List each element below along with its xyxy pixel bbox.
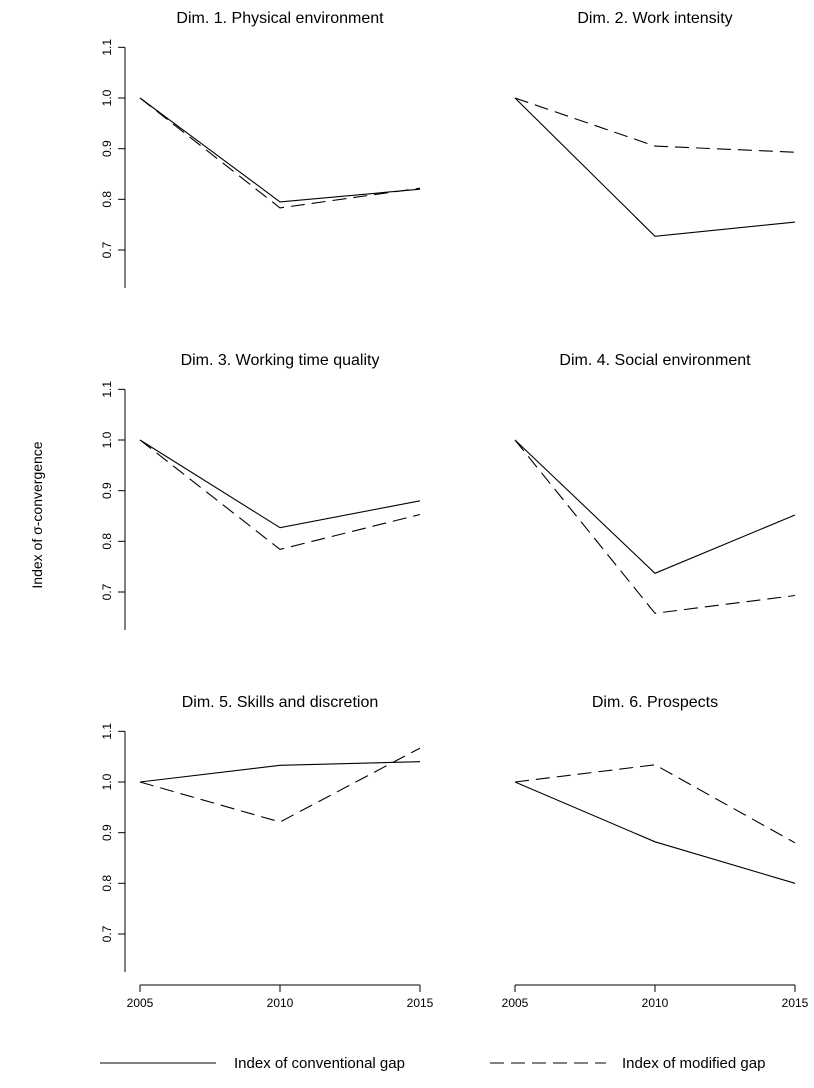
series-line-modified-gap xyxy=(139,439,421,550)
series-line-conventional-gap xyxy=(514,97,796,237)
panel-title: Dim. 5. Skills and discretion xyxy=(182,694,379,711)
series-line-modified-gap xyxy=(514,439,796,614)
y-tick-label: 1.1 xyxy=(100,723,114,740)
series-line-conventional-gap xyxy=(139,439,421,529)
x-tick-label: 2010 xyxy=(642,996,669,1010)
series-line-conventional-gap xyxy=(139,97,421,203)
panel-title: Dim. 4. Social environment xyxy=(559,352,751,369)
x-tick-label: 2005 xyxy=(127,996,154,1010)
y-tick-label: 0.7 xyxy=(100,241,114,258)
y-tick-label: 0.8 xyxy=(100,533,114,550)
panel-1: Dim. 1. Physical environment 0.7 0.8 0.9 1.0… xyxy=(100,10,421,288)
panel-2: Dim. 2. Work intensity xyxy=(514,10,796,237)
series-line-conventional-gap xyxy=(514,439,796,574)
series-line-modified-gap xyxy=(514,97,796,153)
panel-title: Dim. 6. Prospects xyxy=(592,694,718,711)
series-line-modified-gap xyxy=(139,747,421,823)
panel-4: Dim. 4. Social environment xyxy=(514,352,796,614)
series-line-conventional-gap xyxy=(514,781,796,884)
y-tick-label: 0.9 xyxy=(100,140,114,157)
panel-title: Dim. 2. Work intensity xyxy=(577,10,732,27)
x-tick-label: 2015 xyxy=(782,996,809,1010)
y-tick-label: 1.1 xyxy=(100,381,114,398)
y-tick-label: 0.8 xyxy=(100,191,114,208)
y-tick-label: 0.7 xyxy=(100,925,114,942)
legend: Index of conventional gap Index of modif… xyxy=(100,1055,765,1072)
y-tick-label: 0.9 xyxy=(100,482,114,499)
y-axis-label: Index of σ-convergence xyxy=(29,441,45,588)
panel-6: Dim. 6. Prospects 2005 2010 2015 xyxy=(502,694,809,1010)
legend-label-modified: Index of modified gap xyxy=(622,1055,765,1072)
legend-label-conventional: Index of conventional gap xyxy=(234,1055,405,1072)
y-tick-label: 1.0 xyxy=(100,773,114,790)
panel-title: Dim. 3. Working time quality xyxy=(181,352,380,369)
y-tick-label: 0.7 xyxy=(100,583,114,600)
x-tick-label: 2015 xyxy=(407,996,434,1010)
x-tick-label: 2005 xyxy=(502,996,529,1010)
y-tick-label: 1.0 xyxy=(100,431,114,448)
panel-3: Dim. 3. Working time quality 0.7 0.8 0.9 1.0… xyxy=(100,352,421,630)
panel-title: Dim. 1. Physical environment xyxy=(176,10,384,27)
panel-5: Dim. 5. Skills and discretion 0.7 0.8 0.9 1.… xyxy=(100,694,434,1010)
series-line-modified-gap xyxy=(514,764,796,844)
series-line-modified-gap xyxy=(139,97,421,209)
series-line-conventional-gap xyxy=(139,761,421,783)
y-tick-label: 0.9 xyxy=(100,824,114,841)
y-tick-label: 0.8 xyxy=(100,875,114,892)
x-tick-label: 2010 xyxy=(267,996,294,1010)
y-tick-label: 1.1 xyxy=(100,39,114,56)
y-tick-label: 1.0 xyxy=(100,89,114,106)
